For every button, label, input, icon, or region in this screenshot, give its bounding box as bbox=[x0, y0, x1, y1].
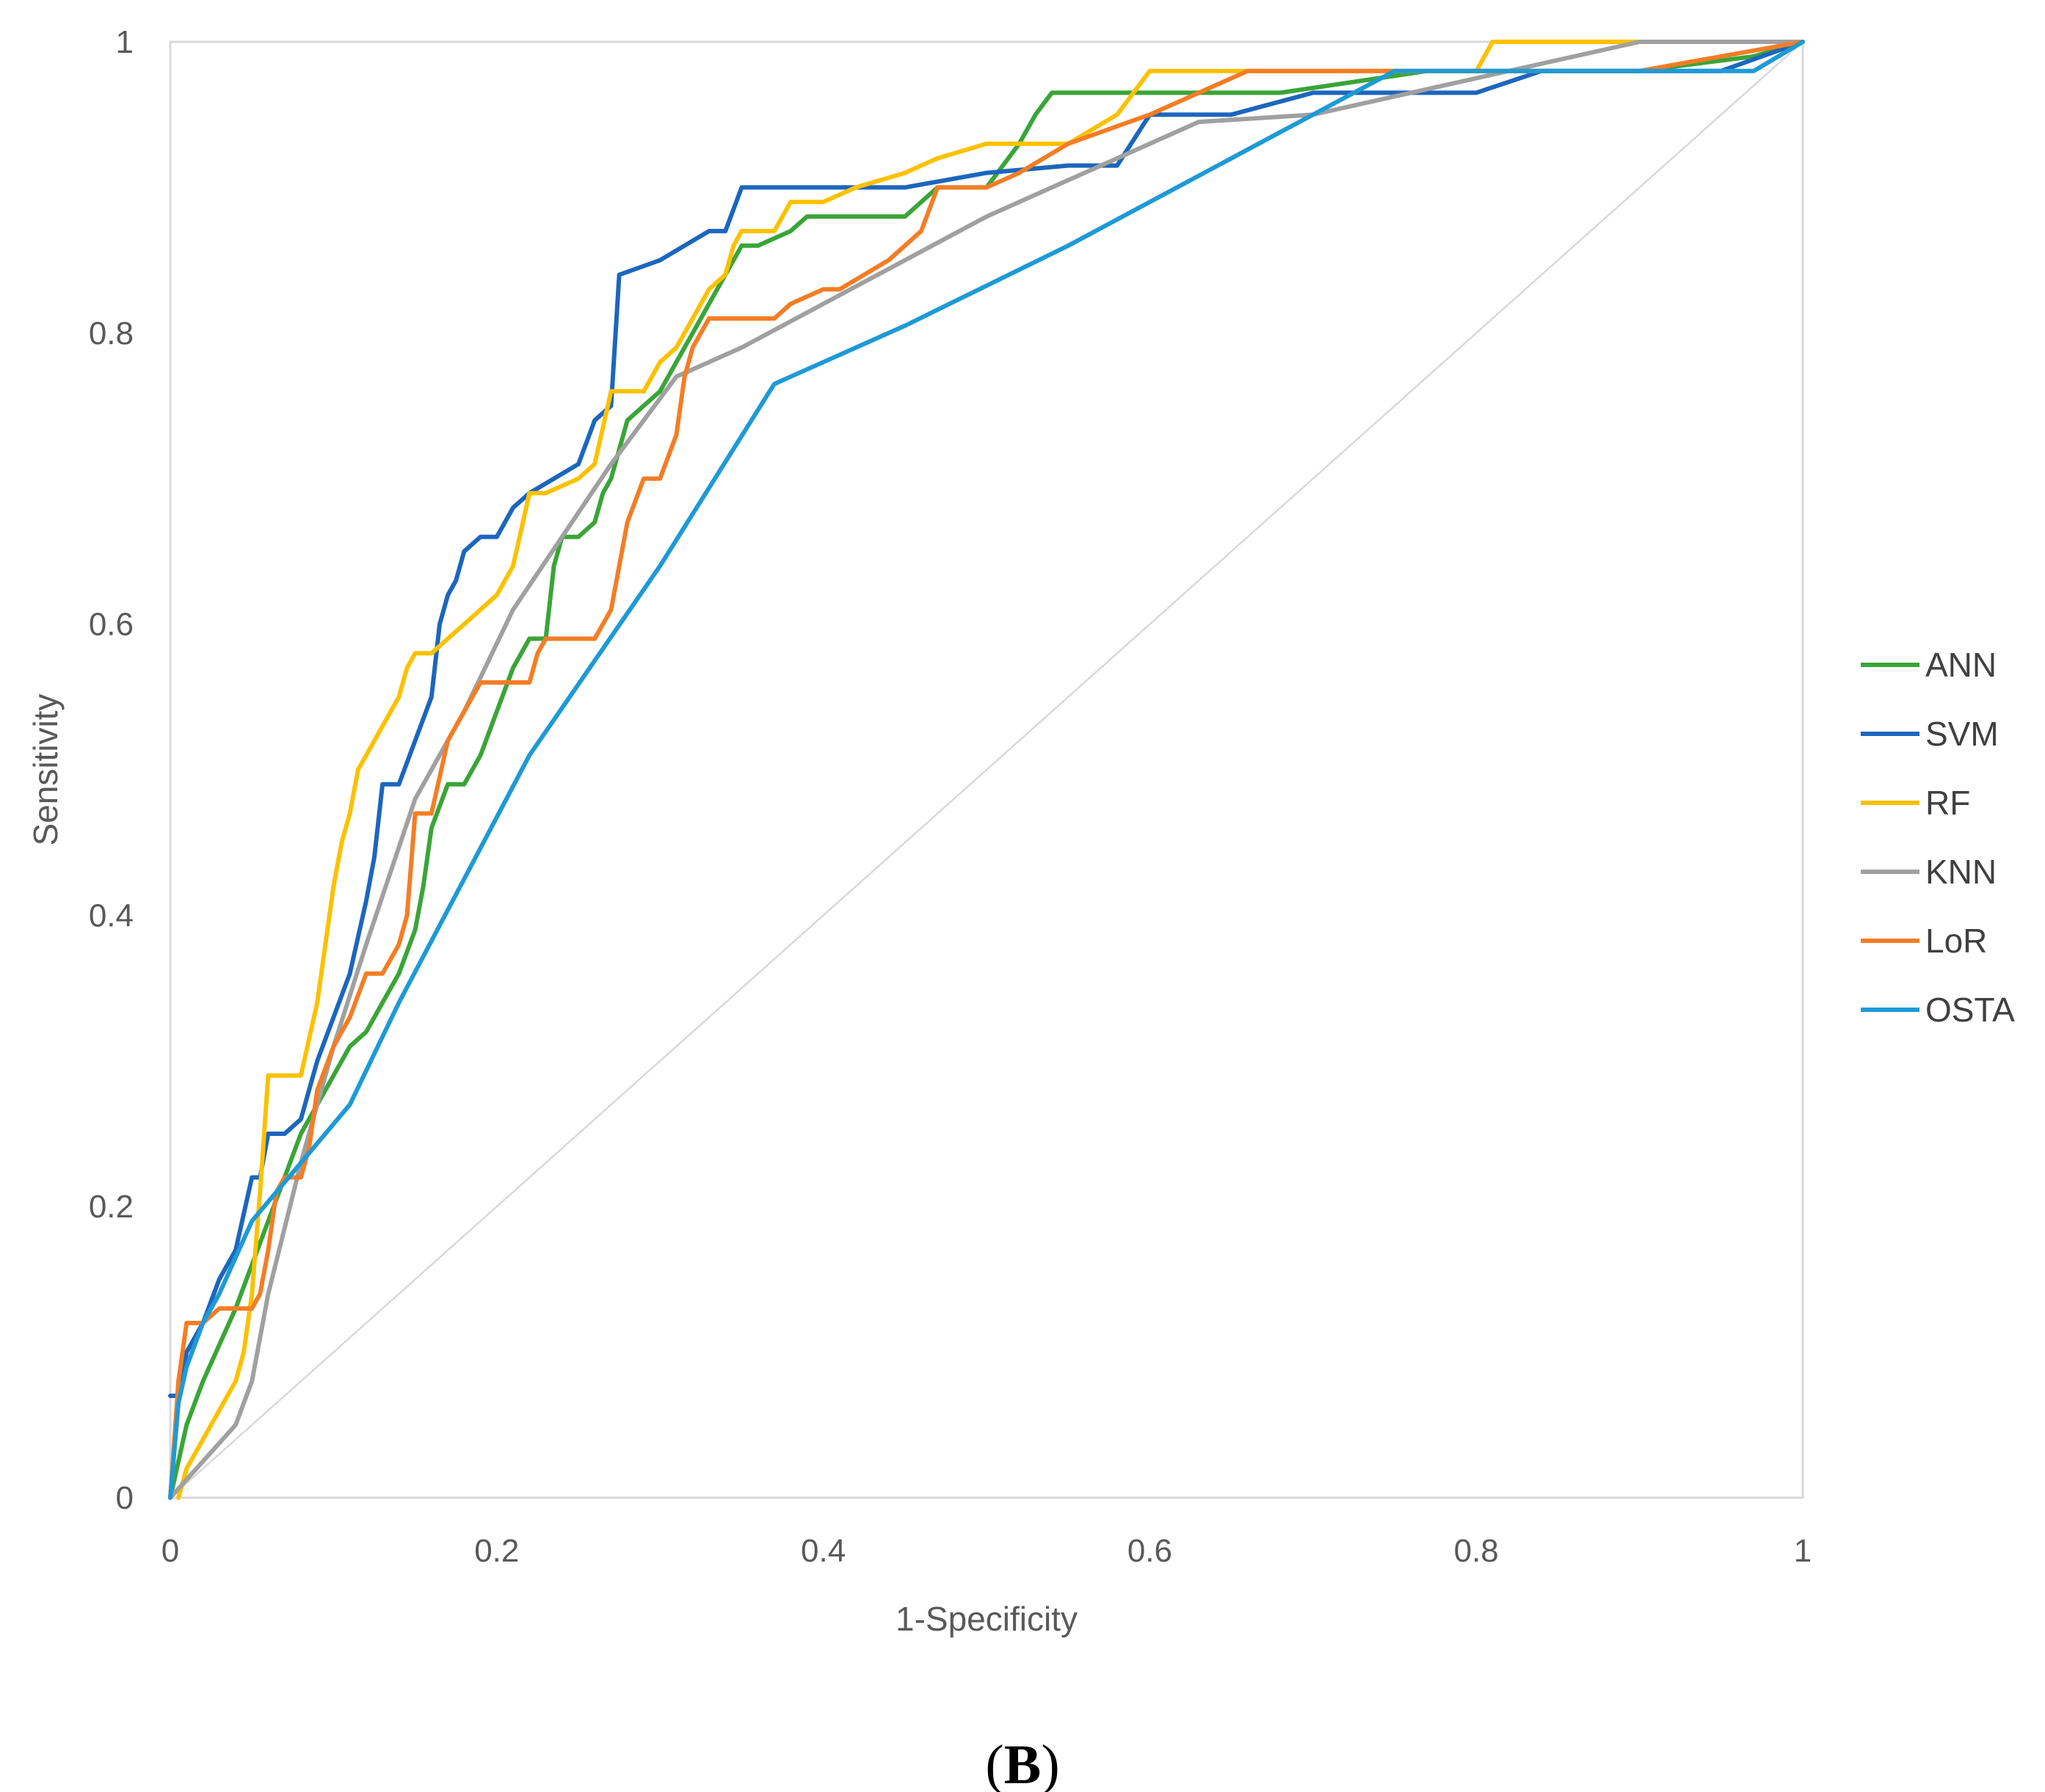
series-line-ann bbox=[168, 40, 1805, 1500]
panel-label: (B) bbox=[985, 1734, 1059, 1792]
legend-label-knn: KNN bbox=[1925, 853, 1997, 891]
panel-label-open-paren: ( bbox=[985, 1734, 1003, 1792]
x-tick-labels: 0 0.2 0.4 0.6 0.8 1 bbox=[161, 1533, 1812, 1569]
legend-label-rf: RF bbox=[1925, 784, 1970, 822]
reference-line-layer bbox=[170, 41, 1804, 1498]
x-tick-label: 0.6 bbox=[1127, 1533, 1172, 1569]
x-tick-label: 0 bbox=[161, 1533, 179, 1569]
legend-label-osta: OSTA bbox=[1925, 991, 2015, 1029]
series-line-knn bbox=[168, 40, 1805, 1500]
y-tick-labels: 0 0.2 0.4 0.6 0.8 1 bbox=[89, 24, 134, 1516]
series-line-rf bbox=[176, 40, 1805, 1500]
x-axis-title: 1-Specificity bbox=[896, 1600, 1078, 1638]
series-layer bbox=[168, 40, 1805, 1500]
legend-label-ann: ANN bbox=[1925, 646, 1997, 684]
panel-label-letter: B bbox=[1004, 1734, 1042, 1792]
y-tick-label: 0.8 bbox=[89, 316, 134, 352]
plot-area-border bbox=[169, 40, 1804, 1499]
reference-diagonal-line bbox=[170, 41, 1804, 1498]
legend-label-svm: SVM bbox=[1925, 715, 1999, 753]
y-tick-label: 0.6 bbox=[89, 607, 134, 643]
legend: ANN SVM RF KNN LoR OSTA bbox=[1861, 646, 2015, 1029]
x-tick-label: 0.8 bbox=[1454, 1533, 1499, 1569]
y-tick-label: 1 bbox=[116, 24, 134, 60]
x-tick-label: 1 bbox=[1794, 1533, 1812, 1569]
panel-label-close-paren: ) bbox=[1041, 1734, 1059, 1792]
y-axis-title: Sensitivity bbox=[26, 693, 65, 845]
y-tick-label: 0.2 bbox=[89, 1189, 134, 1225]
x-tick-label: 0.4 bbox=[801, 1533, 846, 1569]
legend-label-lor: LoR bbox=[1925, 922, 1987, 960]
series-line-osta bbox=[168, 40, 1805, 1500]
x-tick-label: 0.2 bbox=[474, 1533, 519, 1569]
series-line-svm bbox=[168, 40, 1805, 1399]
y-tick-label: 0.4 bbox=[89, 897, 134, 933]
y-tick-label: 0 bbox=[116, 1480, 134, 1516]
